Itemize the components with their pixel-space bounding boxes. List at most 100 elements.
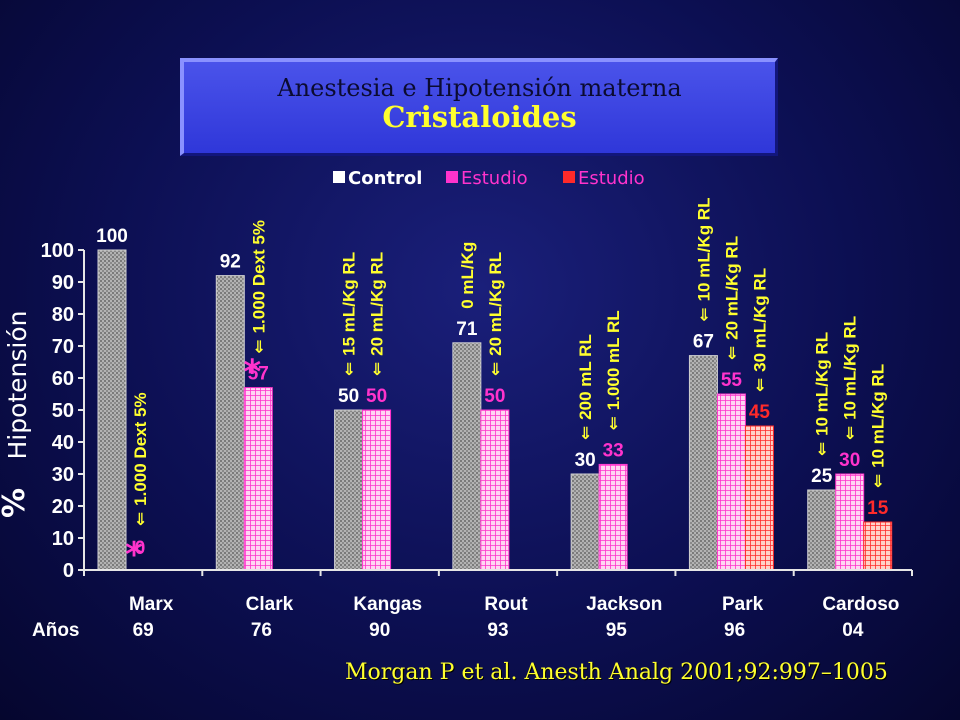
legend-swatch [446, 171, 458, 183]
dosage-text: 10 mL/Kg RL [869, 364, 888, 468]
dosage-annotation: ⇐ 20 mL/Kg RL [368, 252, 388, 376]
dosage-annotation: ⇐ 10 mL/Kg RL [841, 316, 861, 440]
x-category-label: Clark [246, 594, 294, 615]
significance-star-icon: * [243, 353, 261, 393]
dosage-annotation-text: ⇐ 15 mL/Kg RL [340, 252, 360, 376]
bar [334, 409, 364, 571]
dosage-text: 0 mL/Kg [458, 242, 477, 309]
dosage-text: 1.000 mL RL [604, 310, 623, 410]
bar-value-label: 100 [96, 226, 128, 247]
dosage-annotation: ⇐ 1.000 Dext 5% [131, 392, 151, 526]
dosage-text: 15 mL/Kg RL [340, 252, 359, 356]
bar-value-label: 67 [693, 332, 714, 353]
bar [744, 425, 774, 571]
dosage-annotation-text: ⇐ 1.000 Dext 5% [131, 392, 151, 526]
bar-value-label: 55 [721, 370, 743, 391]
y-tick-label: 70 [52, 336, 74, 358]
dosage-text: 10 mL/Kg RL [694, 198, 713, 302]
dosage-text: 30 mL/Kg RL [750, 268, 769, 372]
dosage-annotation-text: ⇐ 10 mL/Kg RL [869, 364, 889, 488]
x-year-label: 93 [487, 620, 508, 641]
x-year-label: 90 [369, 620, 390, 641]
dosage-text: 1.000 Dext 5% [249, 220, 268, 333]
x-category-label: Kangas [353, 594, 422, 615]
y-tick-label: 10 [52, 528, 74, 550]
y-tick-label: 40 [52, 432, 74, 454]
dosage-annotation-text: ⇐ 200 mL RL [576, 334, 596, 440]
x-category-label: Rout [484, 594, 528, 615]
arrow-left-icon: ⇐ [813, 436, 833, 456]
x-category-label: Park [722, 594, 764, 615]
legend-label: Control [348, 168, 422, 189]
bar [452, 342, 482, 571]
dosage-annotation-text: ⇐ 20 mL/Kg RL [722, 236, 742, 360]
x-year-label: 76 [251, 620, 272, 641]
bar [835, 473, 865, 571]
bar-value-label: 50 [484, 386, 505, 407]
dosage-annotation: ⇐ 1.000 mL RL [604, 310, 624, 430]
bar [362, 409, 392, 571]
dosage-annotation: ⇐ 20 mL/Kg RL [722, 236, 742, 360]
bar [97, 249, 127, 571]
dosage-text: 20 mL/Kg RL [486, 252, 505, 356]
dosage-text: 200 mL RL [576, 334, 595, 420]
y-axis: 0 10 20 30 40 50 60 70 80 90 100 Hipotensión% [0, 240, 85, 582]
y-axis-symbol: % [0, 488, 32, 518]
y-tick-label: 0 [63, 560, 74, 582]
legend-label: Estudio [461, 168, 528, 189]
dosage-annotation: ⇐ 1.000 Dext 5% [249, 220, 269, 354]
dosage-annotation-text: ⇐ 20 mL/Kg RL [486, 252, 506, 376]
arrow-left-icon: ⇐ [750, 372, 770, 392]
legend-swatch [333, 171, 345, 183]
bar-value-label: 50 [366, 386, 387, 407]
y-tick-label: 30 [52, 464, 74, 486]
x-year-label: 96 [724, 620, 745, 641]
bar [688, 355, 718, 571]
title-box: Anestesia e Hipotensión materna Cristalo… [180, 58, 778, 156]
bar-value-label: 45 [749, 402, 771, 423]
arrow-left-icon: ⇐ [249, 333, 269, 353]
significance-star-icon: * [125, 535, 143, 575]
bar [807, 489, 837, 571]
arrow-left-icon: ⇐ [722, 340, 742, 360]
bars: 100 92 50 71 30 67 25 0 57 50 50 33 55 30 45 15 [96, 226, 893, 571]
bar-value-label: 15 [867, 498, 889, 519]
dosage-annotation: ⇐ 200 mL RL [576, 334, 596, 440]
bar-value-label: 30 [575, 450, 596, 471]
bar [243, 387, 273, 571]
x-category-label: Marx [129, 594, 174, 615]
legend-label: Estudio [578, 168, 645, 189]
x-axis: Marx 69 Clark 76 Kangas 90 Rout 93 Jackson 95 Park… [32, 569, 913, 641]
y-tick-label: 80 [52, 304, 74, 326]
bar-value-label: 30 [839, 450, 860, 471]
arrow-left-icon: ⇐ [694, 301, 714, 321]
dosage-annotation-text: 0 mL/Kg [458, 242, 477, 309]
bar [598, 463, 628, 571]
x-category-label: Jackson [586, 594, 662, 615]
bar-value-label: 0 [135, 538, 146, 559]
bar-value-label: 33 [603, 440, 624, 461]
dosage-text: 10 mL/Kg RL [841, 316, 860, 420]
arrow-left-icon: ⇐ [869, 468, 889, 488]
arrow-left-icon: ⇐ [841, 420, 861, 440]
bar-value-label: 25 [811, 466, 833, 487]
legend: Control Estudio Estudio [333, 168, 645, 189]
dosage-annotation: ⇐ 10 mL/Kg RL [694, 198, 714, 322]
legend-swatch [563, 171, 575, 183]
citation: Morgan P et al. Anesth Analg 2001;92:997… [345, 660, 888, 685]
y-tick-label: 60 [52, 368, 74, 390]
dosage-text: 20 mL/Kg RL [722, 236, 741, 340]
dosage-annotation-text: ⇐ 1.000 Dext 5% [249, 220, 269, 354]
y-axis-label: Hipotensión [3, 310, 32, 459]
dosage-text: 10 mL/Kg RL [813, 332, 832, 436]
bar [716, 393, 746, 571]
dosage-annotation: ⇐ 15 mL/Kg RL [340, 252, 360, 376]
bar-value-label: 57 [248, 364, 269, 385]
annotations: ⇐ 1.000 Dext 5%*⇐ 1.000 Dext 5%* ⇐ 15 mL/… [125, 198, 889, 575]
dosage-annotation-text: ⇐ 10 mL/Kg RL [841, 316, 861, 440]
dosage-annotation-text: ⇐ 1.000 mL RL [604, 310, 624, 430]
arrow-left-icon: ⇐ [486, 356, 506, 376]
bar [480, 409, 510, 571]
x-year-label: 04 [842, 620, 864, 641]
bar [863, 521, 893, 571]
